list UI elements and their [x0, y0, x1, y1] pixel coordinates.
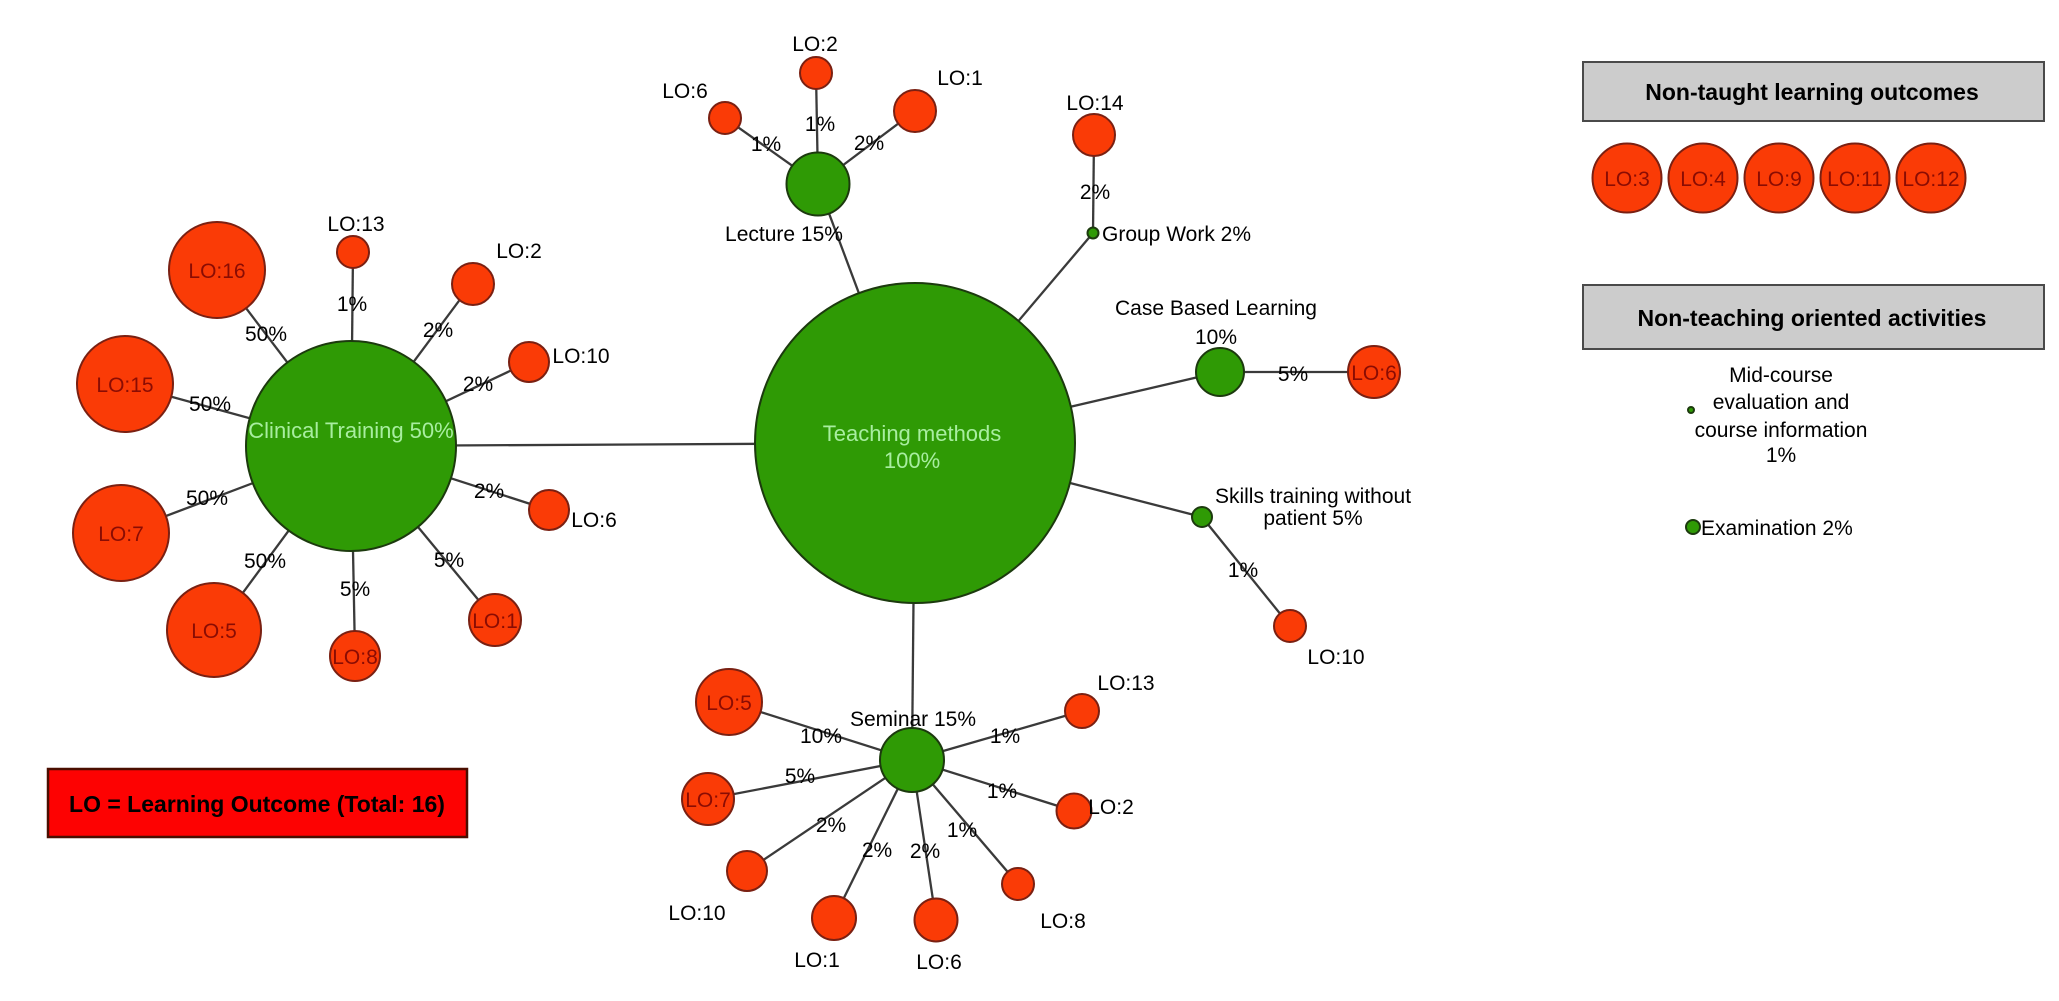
svg-text:Clinical Training 50%: Clinical Training 50%: [248, 418, 453, 443]
svg-text:5%: 5%: [340, 578, 370, 601]
svg-text:2%: 2%: [474, 480, 504, 503]
svg-text:1%: 1%: [987, 780, 1017, 803]
svg-text:50%: 50%: [186, 487, 228, 510]
svg-text:LO:16: LO:16: [188, 260, 245, 283]
svg-text:LO = Learning Outcome (Total:: LO = Learning Outcome (Total: 16): [69, 791, 445, 817]
svg-text:LO:9: LO:9: [1756, 168, 1802, 191]
svg-text:Group Work 2%: Group Work 2%: [1102, 223, 1251, 246]
svg-text:1%: 1%: [947, 819, 977, 842]
svg-text:LO:10: LO:10: [1307, 646, 1364, 669]
svg-text:LO:3: LO:3: [1604, 168, 1650, 191]
svg-text:Teaching methods: Teaching methods: [823, 421, 1002, 446]
svg-text:Examination 2%: Examination 2%: [1701, 517, 1853, 540]
svg-text:LO:6: LO:6: [662, 80, 708, 103]
svg-text:LO:6: LO:6: [571, 509, 617, 532]
svg-text:LO:13: LO:13: [1097, 672, 1154, 695]
svg-text:2%: 2%: [816, 814, 846, 837]
svg-text:LO:2: LO:2: [792, 33, 838, 56]
svg-text:2%: 2%: [854, 132, 884, 155]
svg-text:LO:4: LO:4: [1680, 168, 1726, 191]
svg-text:LO:5: LO:5: [191, 620, 237, 643]
svg-text:LO:11: LO:11: [1827, 168, 1883, 191]
svg-text:LO:7: LO:7: [98, 523, 144, 546]
svg-text:1%: 1%: [805, 113, 835, 136]
svg-text:5%: 5%: [1278, 363, 1308, 386]
svg-text:50%: 50%: [189, 393, 231, 416]
svg-text:evaluation and: evaluation and: [1713, 391, 1850, 414]
svg-text:50%: 50%: [244, 550, 286, 573]
svg-text:2%: 2%: [463, 373, 493, 396]
svg-text:10%: 10%: [1195, 326, 1237, 349]
svg-text:LO:14: LO:14: [1066, 92, 1124, 115]
svg-text:1%: 1%: [990, 725, 1020, 748]
svg-text:LO:1: LO:1: [937, 67, 983, 90]
svg-text:5%: 5%: [785, 765, 815, 788]
svg-text:50%: 50%: [245, 323, 287, 346]
svg-text:LO:1: LO:1: [472, 610, 518, 633]
svg-text:1%: 1%: [1228, 559, 1258, 582]
svg-text:Lecture 15%: Lecture 15%: [725, 223, 843, 246]
svg-text:LO:7: LO:7: [685, 789, 731, 812]
svg-text:LO:6: LO:6: [1351, 362, 1397, 385]
svg-text:LO:13: LO:13: [327, 213, 384, 236]
svg-text:Non-taught learning outcomes: Non-taught learning outcomes: [1645, 79, 1979, 105]
svg-text:LO:2: LO:2: [496, 240, 542, 263]
svg-text:100%: 100%: [884, 448, 940, 473]
svg-text:course information: course information: [1695, 419, 1868, 442]
svg-text:LO:15: LO:15: [96, 374, 153, 397]
svg-text:2%: 2%: [1080, 181, 1110, 204]
svg-text:LO:10: LO:10: [552, 345, 609, 368]
svg-text:Skills training without: Skills training without: [1215, 485, 1411, 508]
svg-text:LO:1: LO:1: [794, 949, 840, 972]
svg-text:2%: 2%: [910, 840, 940, 863]
svg-text:2%: 2%: [862, 839, 892, 862]
svg-text:Seminar 15%: Seminar 15%: [850, 708, 976, 731]
svg-text:LO:10: LO:10: [668, 902, 725, 925]
svg-text:LO:5: LO:5: [706, 692, 752, 715]
svg-text:Case Based Learning: Case Based Learning: [1115, 297, 1317, 320]
svg-text:LO:12: LO:12: [1902, 168, 1959, 191]
svg-text:5%: 5%: [434, 549, 464, 572]
svg-text:1%: 1%: [337, 293, 367, 316]
svg-text:1%: 1%: [751, 133, 781, 156]
svg-text:patient 5%: patient 5%: [1263, 507, 1362, 530]
svg-text:10%: 10%: [800, 725, 842, 748]
svg-text:LO:8: LO:8: [332, 646, 378, 669]
svg-text:Mid-course: Mid-course: [1729, 364, 1833, 387]
svg-text:Non-teaching oriented activiti: Non-teaching oriented activities: [1638, 305, 1987, 331]
svg-text:LO:2: LO:2: [1088, 796, 1134, 819]
svg-text:2%: 2%: [423, 319, 453, 342]
svg-text:LO:8: LO:8: [1040, 910, 1086, 933]
svg-text:LO:6: LO:6: [916, 951, 962, 974]
svg-text:1%: 1%: [1766, 444, 1796, 467]
